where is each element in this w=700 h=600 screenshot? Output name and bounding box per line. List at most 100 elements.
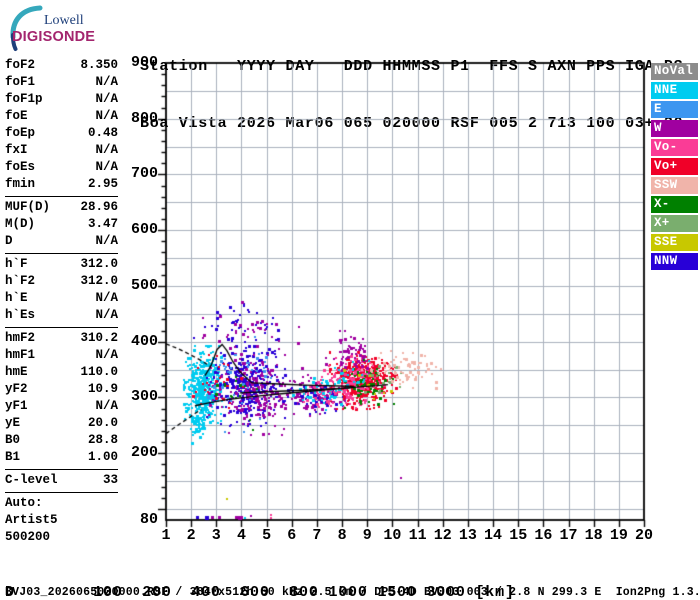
param-row-hmf2: hmF2 310.2 <box>5 330 118 347</box>
param-value: N/A <box>95 291 118 305</box>
x-tick-label-5: 5 <box>262 527 272 544</box>
param-label: yF1 <box>5 399 28 413</box>
param-divider <box>5 195 118 197</box>
param-row-mufd: MUF(D) 28.96 <box>5 199 118 216</box>
param-divider <box>5 326 118 328</box>
param-value: 312.0 <box>80 274 118 288</box>
param-value: 2.95 <box>87 177 118 191</box>
param-value: 312.0 <box>80 257 118 271</box>
param-value: N/A <box>95 348 118 362</box>
file-info-footer: BVJ03_2026065020000.RSF / 384fx512h 50 k… <box>5 586 700 599</box>
legend-item-noval: NoVal <box>651 63 698 80</box>
ionogram-canvas <box>140 55 660 540</box>
legend-item-vo-minus: Vo- <box>651 139 698 156</box>
x-tick-label-15: 15 <box>509 527 528 544</box>
autoscaler-info-line: Auto: <box>5 496 43 510</box>
param-value: N/A <box>95 143 118 157</box>
param-row-md: M(D) 3.47 <box>5 216 118 233</box>
param-row-foe: foE N/A <box>5 108 118 125</box>
param-value: 28.8 <box>87 433 118 447</box>
y-tick-label-500: 500 <box>130 276 158 294</box>
autoscaler-info-line: Artist5 <box>5 513 58 527</box>
param-label: hmF2 <box>5 331 36 345</box>
param-value: N/A <box>95 109 118 123</box>
param-row-d: D N/A <box>5 233 118 250</box>
param-divider <box>5 468 118 470</box>
y-tick-label-80: 80 <box>139 511 158 528</box>
x-tick-label-8: 8 <box>337 527 347 544</box>
param-label: hmF1 <box>5 348 36 362</box>
logo-digisonde-text: DIGISONDE <box>12 29 96 45</box>
param-row-hf: h`F 312.0 <box>5 256 118 273</box>
legend-item-ssw: SSW <box>651 177 698 194</box>
param-label: fmin <box>5 177 36 191</box>
param-row-fof2: foF2 8.350 <box>5 57 118 74</box>
param-row-fof1: foF1 N/A <box>5 74 118 91</box>
param-value: N/A <box>95 234 118 248</box>
param-value: 10.9 <box>87 382 118 396</box>
param-label: h`F2 <box>5 274 36 288</box>
x-tick-label-2: 2 <box>186 527 196 544</box>
param-row-foes: foEs N/A <box>5 159 118 176</box>
param-label: fxI <box>5 143 28 157</box>
param-value: 110.0 <box>80 365 118 379</box>
y-tick-label-600: 600 <box>130 221 158 239</box>
param-label: foEp <box>5 126 36 140</box>
y-tick-label-300: 300 <box>130 388 158 406</box>
param-value: 28.96 <box>80 200 118 214</box>
x-tick-label-12: 12 <box>433 527 452 544</box>
param-value: N/A <box>95 92 118 106</box>
param-label: foE <box>5 109 28 123</box>
y-tick-label-700: 700 <box>130 165 158 183</box>
x-tick-label-4: 4 <box>236 527 246 544</box>
x-tick-label-19: 19 <box>609 527 628 544</box>
param-row-yf1: yF1 N/A <box>5 398 118 415</box>
x-tick-label-11: 11 <box>408 527 427 544</box>
param-label: C-level <box>5 473 58 487</box>
param-divider <box>5 491 118 493</box>
param-row-b0: B0 28.8 <box>5 432 118 449</box>
legend-item-x-minus: X- <box>651 196 698 213</box>
y-tick-label-900: 900 <box>130 54 158 71</box>
param-row-ye: yE 20.0 <box>5 415 118 432</box>
param-label: M(D) <box>5 217 36 231</box>
legend-item-sse: SSE <box>651 234 698 251</box>
param-label: h`E <box>5 291 28 305</box>
legend-item-nnw: NNW <box>651 253 698 270</box>
param-value: N/A <box>95 399 118 413</box>
param-value: 1.00 <box>87 450 118 464</box>
x-tick-label-17: 17 <box>559 527 578 544</box>
param-row-foep: foEp 0.48 <box>5 125 118 142</box>
param-value: 3.47 <box>87 217 118 231</box>
param-value: 310.2 <box>80 331 118 345</box>
param-value: N/A <box>95 75 118 89</box>
logo-lowell-text: Lowell <box>44 13 84 28</box>
param-row-fmin: fmin 2.95 <box>5 176 118 193</box>
param-row-clevel: C-level 33 <box>5 472 118 489</box>
param-label: foEs <box>5 160 36 174</box>
param-value: 33 <box>102 473 118 487</box>
param-row-hf2: h`F2 312.0 <box>5 273 118 290</box>
param-value: N/A <box>95 160 118 174</box>
x-tick-label-10: 10 <box>383 527 402 544</box>
x-tick-label-13: 13 <box>458 527 477 544</box>
x-tick-label-3: 3 <box>211 527 221 544</box>
legend-item-w: W <box>651 120 698 137</box>
x-tick-label-20: 20 <box>634 527 653 544</box>
scaled-parameters-panel: foF2 8.350 foF1 N/A foF1p N/A foE N/A foEp 0.48 fx… <box>5 57 118 546</box>
param-label: hmE <box>5 365 28 379</box>
param-label: B1 <box>5 450 21 464</box>
x-tick-label-9: 9 <box>362 527 372 544</box>
param-value: 20.0 <box>87 416 118 430</box>
legend-item-nne: NNE <box>651 82 698 99</box>
param-label: foF1p <box>5 92 43 106</box>
legend-item-e: E <box>651 101 698 118</box>
param-value: N/A <box>95 308 118 322</box>
param-row-hme: hmE 110.0 <box>5 364 118 381</box>
legend-item-x-plus: X+ <box>651 215 698 232</box>
y-tick-label-800: 800 <box>130 109 158 127</box>
distance-row: D 100 200 400 600 800 1000 1500 3000 [km… <box>5 584 515 600</box>
param-label: foF1 <box>5 75 36 89</box>
x-tick-label-16: 16 <box>534 527 553 544</box>
